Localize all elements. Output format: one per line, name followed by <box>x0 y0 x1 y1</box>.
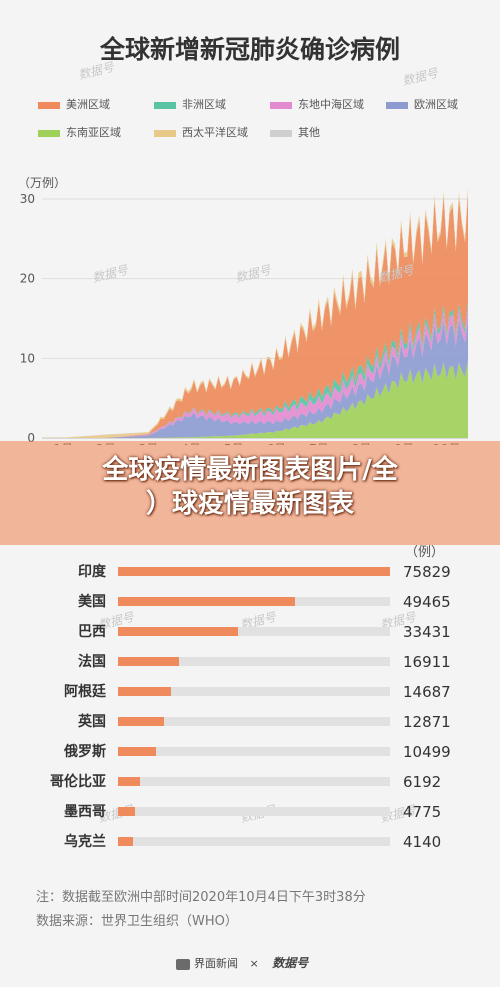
legend-swatch-europe <box>386 101 408 109</box>
chart-title: 全球新增新冠肺炎确诊病例 <box>99 35 400 64</box>
value-label: 6192 <box>403 773 442 791</box>
country-label: 哥伦比亚 <box>50 774 106 790</box>
tv-icon <box>176 958 190 970</box>
country-label: 英国 <box>78 714 106 730</box>
value-label: 4140 <box>403 833 442 851</box>
bar-fill-argentina <box>118 687 171 696</box>
ranking-row-russia: 俄罗斯 10499 <box>0 737 500 767</box>
ranking-row-india: 印度 75829 <box>0 557 500 587</box>
country-label: 法国 <box>78 654 106 670</box>
ranking-unit-label: （例） <box>405 545 445 560</box>
bar-track <box>118 747 390 756</box>
legend-label-other: 其他 <box>298 126 320 139</box>
area-series <box>42 317 468 438</box>
area-series <box>42 191 468 438</box>
bar-track <box>118 717 390 726</box>
legend-swatch-americas <box>38 101 60 109</box>
bar-fill-russia <box>118 747 156 756</box>
area-series <box>42 360 468 438</box>
footer-brand: 界面新闻 × 数据号 <box>176 954 308 971</box>
ranking-row-ukraine: 乌克兰 4140 <box>0 827 500 857</box>
legend-swatch-other <box>270 129 292 137</box>
stacked-areas <box>42 186 468 438</box>
legend-item-other: 其他 <box>270 124 320 140</box>
ranking-row-argentina: 阿根廷 14687 <box>0 677 500 707</box>
legend-swatch-southeast-asia <box>38 129 60 137</box>
bar-track <box>118 567 390 576</box>
bar-fill-france <box>118 657 179 666</box>
y-tick-label: 30 <box>20 192 35 206</box>
country-label: 乌克兰 <box>64 834 106 850</box>
bar-track <box>118 597 390 606</box>
y-axis-unit-label: （万例） <box>18 176 67 190</box>
country-label: 印度 <box>78 564 106 580</box>
legend-label-americas: 美洲区域 <box>66 98 110 111</box>
data-note: 注：数据截至欧洲中部时间2020年10月4日下午3时38分 <box>36 890 366 905</box>
overlay-banner <box>0 441 500 545</box>
country-label: 巴西 <box>78 624 106 640</box>
bar-fill-ukraine <box>118 837 133 846</box>
legend-swatch-western-pacific <box>154 129 176 137</box>
legend-item-americas: 美洲区域 <box>38 96 110 112</box>
ranking-row-usa: 美国 49465 <box>0 587 500 617</box>
legend-label-europe: 欧洲区域 <box>414 98 458 111</box>
bar-track <box>118 657 390 666</box>
bar-track <box>118 777 390 786</box>
data-source: 数据来源：世界卫生组织（WHO） <box>36 914 238 929</box>
ranking-row-colombia: 哥伦比亚 6192 <box>0 767 500 797</box>
legend-item-africa: 非洲区域 <box>154 96 226 112</box>
legend-label-africa: 非洲区域 <box>182 98 226 111</box>
legend-swatch-africa <box>154 101 176 109</box>
bar-track <box>118 627 390 636</box>
country-label: 美国 <box>78 594 106 610</box>
legend-label-southeast-asia: 东南亚区域 <box>66 126 121 139</box>
ranking-row-uk: 英国 12871 <box>0 707 500 737</box>
legend-label-eastern-mediterranean: 东地中海区域 <box>298 98 364 111</box>
value-label: 4775 <box>403 803 442 821</box>
country-label: 阿根廷 <box>64 684 106 700</box>
footer-brand-name: 界面新闻 <box>194 957 238 970</box>
banner-line-2: ）球疫情最新图表 <box>145 489 354 519</box>
legend-item-southeast-asia: 东南亚区域 <box>38 124 121 140</box>
legend-label-western-pacific: 西太平洋区域 <box>182 126 248 139</box>
bar-fill-uk <box>118 717 165 726</box>
value-label: 14687 <box>403 683 451 701</box>
value-label: 33431 <box>403 623 451 641</box>
legend-swatch-eastern-mediterranean <box>270 101 292 109</box>
area-series <box>42 186 468 438</box>
bar-fill-colombia <box>118 777 141 786</box>
value-label: 16911 <box>403 653 451 671</box>
daily-cases-chart: 01020301月2月3月4月5月6月7月8月9月10月 <box>20 186 468 445</box>
country-label: 俄罗斯 <box>64 744 106 760</box>
legend-item-western-pacific: 西太平洋区域 <box>154 124 248 140</box>
footer-logo: 数据号 <box>272 956 309 970</box>
value-label: 75829 <box>403 563 451 581</box>
legend-item-europe: 欧洲区域 <box>386 96 458 112</box>
y-tick-label: 0 <box>27 431 35 445</box>
bar-track <box>118 687 390 696</box>
bar-track <box>118 807 390 816</box>
bar-fill-india <box>118 567 390 576</box>
ranking-row-brazil: 巴西 33431 <box>0 617 500 647</box>
value-label: 12871 <box>403 713 451 731</box>
ranking-row-france: 法国 16911 <box>0 647 500 677</box>
value-label: 10499 <box>403 743 451 761</box>
footer-separator: × <box>249 957 259 970</box>
bar-fill-usa <box>118 597 296 606</box>
bar-track <box>118 837 390 846</box>
legend-item-eastern-mediterranean: 东地中海区域 <box>270 96 364 112</box>
y-tick-label: 20 <box>20 272 35 286</box>
bar-fill-brazil <box>118 627 238 636</box>
bar-fill-mexico <box>118 807 136 816</box>
country-label: 墨西哥 <box>64 804 106 820</box>
y-tick-label: 10 <box>20 351 35 365</box>
overlay-banner-text: 全球疫情最新图表图片/全 ）球疫情最新图表 <box>0 453 500 521</box>
value-label: 49465 <box>403 593 451 611</box>
ranking-row-mexico: 墨西哥 4775 <box>0 797 500 827</box>
watermark: 数据号 <box>400 65 440 89</box>
banner-line-1: 全球疫情最新图表图片/全 <box>102 455 398 485</box>
